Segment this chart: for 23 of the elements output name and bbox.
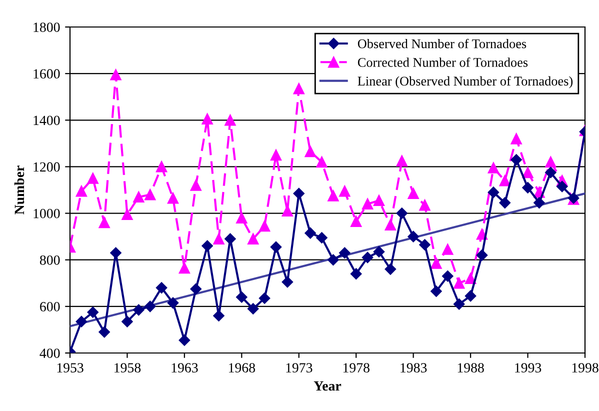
x-tick-label: 1993: [515, 363, 542, 372]
x-tick-label: 1983: [400, 363, 427, 372]
x-tick-label: 1973: [286, 363, 312, 372]
x-tick-label: 1968: [229, 363, 256, 372]
legend-label: Corrected Number of Tornadoes: [358, 57, 528, 67]
x-tick-label: 1978: [343, 363, 370, 372]
legend-label: Linear (Observed Number of Tornadoes): [358, 76, 573, 88]
x-tick-label: 1963: [172, 363, 198, 372]
y-tick-label: 400: [40, 348, 60, 358]
y-tick-label: 600: [40, 302, 60, 312]
legend-label: Observed Number of Tornadoes: [358, 38, 526, 48]
y-tick-label: 1200: [34, 162, 60, 172]
y-tick-label: 1000: [34, 208, 60, 218]
x-tick-label: 1998: [572, 363, 598, 372]
y-tick-label: 1800: [34, 22, 60, 32]
y-tick-label: 1600: [34, 69, 60, 79]
y-tick-label: 800: [40, 255, 60, 265]
x-tick-label: 1953: [57, 363, 84, 372]
x-tick-label: 1958: [114, 363, 141, 372]
y-tick-label: 1400: [34, 116, 60, 126]
x-axis-title: Year: [314, 381, 342, 391]
y-axis-title: Number: [14, 166, 24, 214]
x-tick-label: 1988: [458, 363, 484, 372]
